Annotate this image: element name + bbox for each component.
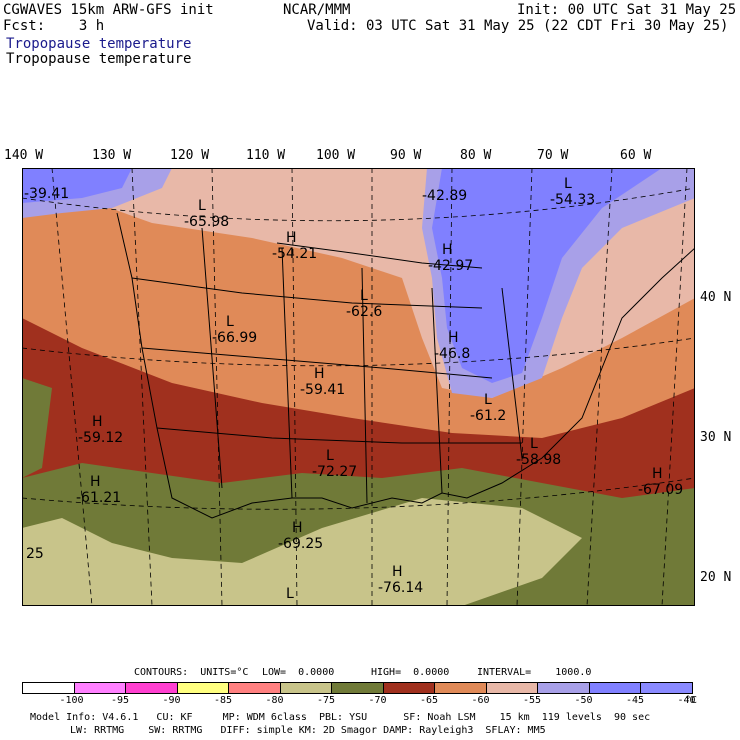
legend-label: -100 (59, 695, 84, 706)
valid-time: Valid: 03 UTC Sat 31 May 25 (22 CDT Fri … (307, 18, 729, 34)
high-marker: H (292, 520, 303, 536)
contour-units: CONTOURS: UNITS=°C (134, 667, 249, 678)
extremum-value: -58.98 (516, 452, 561, 468)
lat-label: 30 N (700, 430, 732, 445)
map-frame (22, 168, 695, 606)
high-marker: H (442, 242, 453, 258)
legend-label: -65 (420, 695, 439, 706)
state-boundaries (116, 212, 695, 519)
low-marker: L (564, 176, 572, 192)
field-title: Tropopause temperature (6, 51, 192, 67)
extremum-value: -42.97 (428, 258, 473, 274)
extremum-value: -59.12 (78, 430, 123, 446)
high-marker: H (314, 366, 325, 382)
extremum-value: -65.98 (184, 214, 229, 230)
legend-swatch (125, 682, 178, 694)
low-marker: L (530, 436, 538, 452)
extremum-value: -54.21 (272, 246, 317, 262)
band-blue-west (22, 168, 132, 203)
extremum-value: -69.25 (278, 536, 323, 552)
legend-label: -85 (214, 695, 233, 706)
legend-label: -70 (368, 695, 387, 706)
extremum-value: -67.09 (638, 482, 683, 498)
legend-swatch (331, 682, 384, 694)
tropopause-temperature-map: -39.41L-65.98H-54.21-42.89L-54.33H-42.97… (22, 168, 695, 606)
legend-swatch (176, 682, 229, 694)
legend-label: -45 (626, 695, 645, 706)
graticule (22, 168, 695, 606)
extremum-value: -59.41 (300, 382, 345, 398)
organization: NCAR/MMM (283, 2, 351, 18)
model-info-line2: LW: RRTMG SW: RRTMG DIFF: simple KM: 2D … (70, 725, 546, 736)
extremum-value: 25 (26, 546, 44, 562)
lon-label: 110 W (246, 148, 286, 163)
lon-label: 80 W (460, 148, 492, 163)
lon-label: 60 W (620, 148, 652, 163)
legend-label: -60 (471, 695, 490, 706)
legend-swatch (382, 682, 435, 694)
legend-label: -40 (677, 695, 696, 706)
legend-swatch (22, 682, 75, 694)
extremum-value: -46.8 (434, 346, 470, 362)
high-marker: H (652, 466, 663, 482)
legend-label: -55 (523, 695, 542, 706)
lon-label: 140 W (4, 148, 44, 163)
high-marker: H (92, 414, 103, 430)
lon-label: 70 W (537, 148, 569, 163)
high-marker: H (448, 330, 459, 346)
extremum-value: -39.41 (24, 186, 69, 202)
field-title-colored: Tropopause temperature (6, 36, 192, 52)
high-marker: H (392, 564, 403, 580)
lon-label: 100 W (316, 148, 356, 163)
legend-swatch (73, 682, 126, 694)
legend-swatch (434, 682, 487, 694)
model-info-line1: Model Info: V4.6.1 CU: KF MP: WDM 6class… (30, 712, 651, 723)
low-marker: L (360, 288, 368, 304)
contour-interval: INTERVAL= 1000.0 (477, 667, 592, 678)
high-marker: H (286, 230, 297, 246)
legend-label: -75 (317, 695, 336, 706)
forecast-hour: Fcst: 3 h (3, 18, 105, 34)
legend-swatch (537, 682, 590, 694)
extremum-value: -72.27 (312, 464, 357, 480)
extremum-value: -76.14 (378, 580, 423, 596)
low-marker: L (484, 392, 492, 408)
lat-label: 40 N (700, 290, 732, 305)
legend-label: -95 (111, 695, 130, 706)
extremum-value: -42.89 (422, 188, 467, 204)
legend-label: -90 (162, 695, 181, 706)
low-marker: L (286, 586, 294, 602)
low-marker: L (326, 448, 334, 464)
extremum-value: -62.6 (346, 304, 382, 320)
low-marker: L (226, 314, 234, 330)
contour-high: HIGH= 0.0000 (371, 667, 450, 678)
band-blue-east (432, 168, 662, 383)
legend-swatch (279, 682, 332, 694)
extremum-value: -66.99 (212, 330, 257, 346)
legend-swatch (485, 682, 538, 694)
init-time: Init: 00 UTC Sat 31 May 25 (517, 2, 737, 18)
band-khaki (22, 498, 582, 606)
lon-label: 120 W (170, 148, 210, 163)
legend-label: -50 (574, 695, 593, 706)
legend-unit: °C (685, 695, 698, 706)
low-marker: L (198, 198, 206, 214)
legend-swatch (588, 682, 641, 694)
extremum-value: -61.2 (470, 408, 506, 424)
extremum-value: -54.33 (550, 192, 595, 208)
high-marker: H (90, 474, 101, 490)
legend-swatch (228, 682, 281, 694)
contour-low: LOW= 0.0000 (262, 667, 335, 678)
lon-label: 90 W (390, 148, 422, 163)
legend-swatch (640, 682, 693, 694)
model-title: CGWAVES 15km ARW-GFS init (3, 2, 214, 18)
legend-label: -80 (265, 695, 284, 706)
band-olive-coast (22, 378, 52, 478)
lat-label: 20 N (700, 570, 732, 585)
extremum-value: -61.21 (76, 490, 121, 506)
lon-label: 130 W (92, 148, 132, 163)
